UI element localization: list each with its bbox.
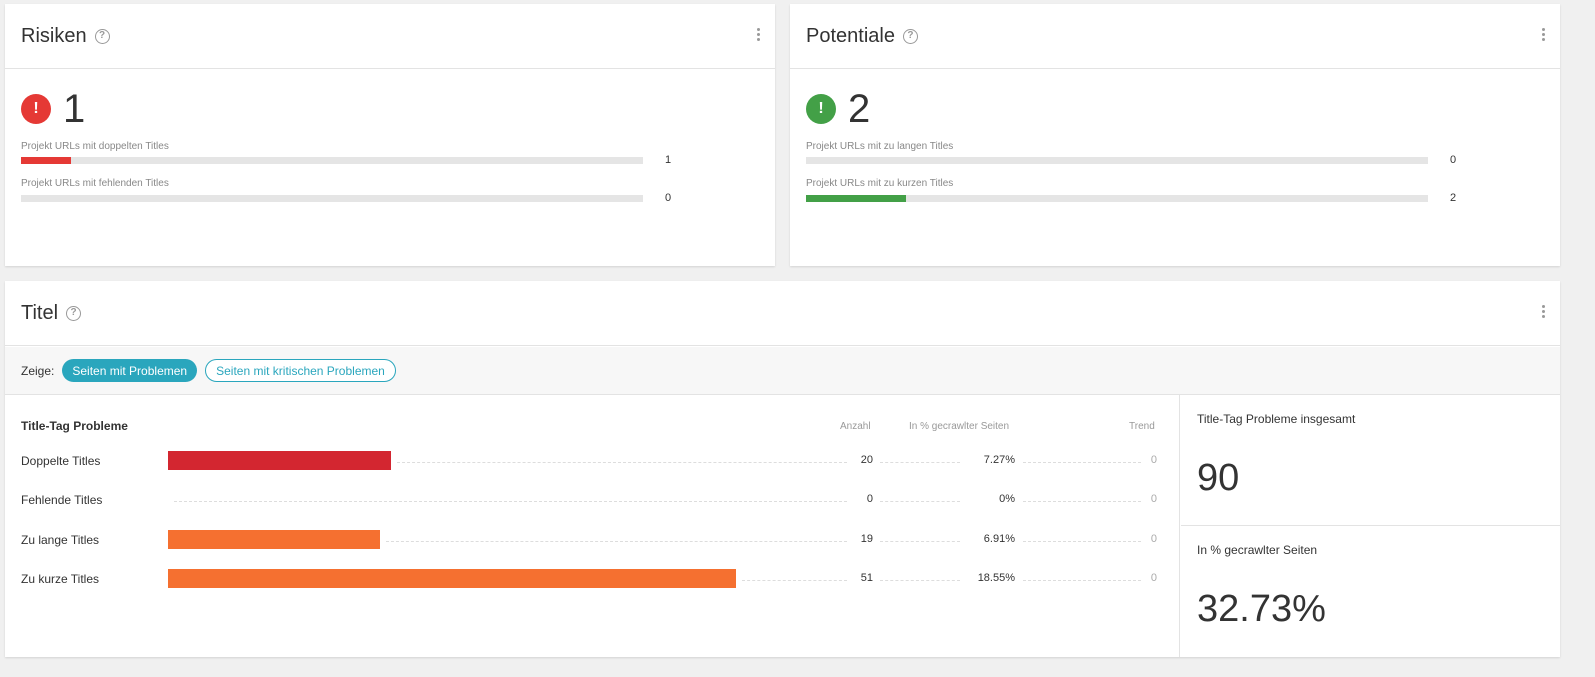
leader-line	[1023, 541, 1141, 542]
potential-row-bar	[806, 195, 1428, 202]
row-label: Doppelte Titles	[21, 454, 101, 468]
issue-bar[interactable]	[168, 530, 380, 549]
alert-icon: !	[806, 94, 836, 124]
leader-line	[1023, 462, 1141, 463]
risks-summary: ! 1	[21, 89, 85, 129]
leader-line	[880, 501, 960, 502]
filter-label: Zeige:	[21, 363, 55, 378]
help-icon[interactable]: ?	[902, 28, 918, 44]
more-menu-icon[interactable]	[1542, 28, 1546, 41]
count-cell: 51	[860, 572, 873, 584]
trend-cell: 0	[1150, 493, 1157, 505]
risk-row-bar	[21, 157, 643, 164]
leader-line	[174, 501, 847, 502]
leader-line	[397, 462, 847, 463]
titel-header: Titel ?	[5, 281, 1560, 346]
count-cell: 0	[866, 493, 873, 505]
col-pct-header: In % gecrawlter Seiten	[909, 421, 1010, 432]
risk-row-value: 0	[665, 192, 672, 204]
pct-cell: 7.27%	[983, 454, 1015, 466]
summary-total-value: 90	[1197, 457, 1240, 499]
issue-bar[interactable]	[168, 451, 391, 470]
count-cell: 19	[860, 533, 873, 545]
potentials-header: Potentiale ?	[790, 4, 1560, 69]
row-label: Fehlende Titles	[21, 493, 103, 507]
leader-line	[880, 580, 960, 581]
row-label: Zu lange Titles	[21, 533, 100, 547]
filter-bar: Zeige: Seiten mit Problemen Seiten mit k…	[5, 347, 1560, 395]
risk-row-label: Projekt URLs mit doppelten Titles	[21, 141, 169, 152]
potential-row-value: 2	[1450, 192, 1457, 204]
pct-cell: 6.91%	[983, 533, 1015, 545]
risk-row-value: 1	[665, 154, 672, 166]
summary-total: Title-Tag Probleme insgesamt 90	[1181, 395, 1560, 526]
filter-problems-button[interactable]: Seiten mit Problemen	[62, 359, 198, 382]
risks-count: 1	[63, 87, 86, 131]
risks-header: Risiken ?	[5, 4, 775, 69]
summary-total-label: Title-Tag Probleme insgesamt	[1197, 412, 1356, 426]
summary-pct: In % gecrawlter Seiten 32.73%	[1181, 526, 1560, 657]
risks-title: Risiken	[21, 24, 87, 47]
alert-icon: !	[21, 94, 51, 124]
leader-line	[386, 541, 847, 542]
filter-critical-button[interactable]: Seiten mit kritischen Problemen	[205, 359, 396, 382]
potentials-summary: ! 2	[806, 89, 870, 129]
titel-title: Titel	[21, 301, 59, 324]
trend-cell: 0	[1150, 454, 1157, 466]
potentials-card: Potentiale ? ! 2 Projekt URLs mit zu lan…	[790, 4, 1560, 266]
potentials-title: Potentiale	[806, 24, 895, 47]
col-count-header: Anzahl	[840, 421, 871, 432]
risk-row-bar	[21, 195, 643, 202]
summary-pct-label: In % gecrawlter Seiten	[1197, 543, 1318, 557]
potentials-count: 2	[848, 87, 871, 131]
leader-line	[1023, 501, 1141, 502]
more-menu-icon[interactable]	[757, 28, 761, 41]
potential-row-label: Projekt URLs mit zu langen Titles	[806, 141, 954, 152]
leader-line	[880, 541, 960, 542]
issue-bar[interactable]	[168, 569, 736, 588]
potential-row-value: 0	[1450, 154, 1457, 166]
pct-cell: 18.55%	[977, 572, 1015, 584]
title-issues-table: Title-Tag Probleme Anzahl In % gecrawlte…	[5, 395, 1180, 657]
help-icon[interactable]: ?	[66, 305, 82, 321]
potential-row-bar	[806, 157, 1428, 164]
trend-cell: 0	[1150, 572, 1157, 584]
summary-pct-value: 32.73%	[1197, 588, 1326, 630]
potential-row-label: Projekt URLs mit zu kurzen Titles	[806, 178, 954, 189]
leader-line	[880, 462, 960, 463]
pct-cell: 0%	[999, 493, 1015, 505]
row-label: Zu kurze Titles	[21, 572, 100, 586]
more-menu-icon[interactable]	[1542, 305, 1546, 318]
risks-card: Risiken ? ! 1 Projekt URLs mit doppelten…	[5, 4, 775, 266]
titel-card: Titel ? Zeige: Seiten mit Problemen Seit…	[5, 281, 1560, 657]
trend-cell: 0	[1150, 533, 1157, 545]
col-trend-header: Trend	[1129, 421, 1155, 432]
help-icon[interactable]: ?	[94, 28, 110, 44]
risk-row-label: Projekt URLs mit fehlenden Titles	[21, 178, 169, 189]
count-cell: 20	[860, 454, 873, 466]
table-header: Title-Tag Probleme	[21, 419, 128, 433]
leader-line	[742, 580, 847, 581]
leader-line	[1023, 580, 1141, 581]
